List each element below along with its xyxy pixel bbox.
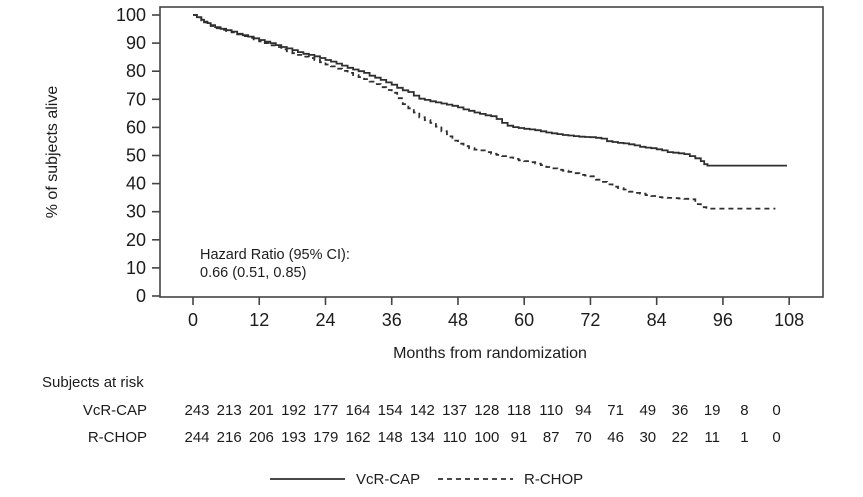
risk-value: 162 xyxy=(345,429,370,446)
x-tick-label: 108 xyxy=(774,310,804,330)
risk-value: 94 xyxy=(575,402,592,419)
risk-value: 36 xyxy=(672,402,689,419)
risk-row-label-rchop: R-CHOP xyxy=(88,429,147,446)
risk-value: 154 xyxy=(378,402,403,419)
series-line-rchop xyxy=(193,14,776,210)
risk-value: 213 xyxy=(217,402,242,419)
x-tick-label: 48 xyxy=(448,310,468,330)
y-tick-label: 40 xyxy=(126,174,146,194)
risk-value: 19 xyxy=(704,402,721,419)
risk-value: 179 xyxy=(313,429,338,446)
risk-value: 128 xyxy=(474,402,499,419)
x-tick-label: 24 xyxy=(315,310,335,330)
risk-value: 71 xyxy=(607,402,624,419)
y-tick-label: 60 xyxy=(126,117,146,137)
risk-value: 164 xyxy=(345,402,370,419)
x-tick-label: 0 xyxy=(188,310,198,330)
y-axis-title: % of subjects alive xyxy=(44,86,61,219)
risk-value: 30 xyxy=(639,429,656,446)
x-tick-label: 84 xyxy=(647,310,667,330)
plot-frame xyxy=(159,6,824,298)
risk-value: 148 xyxy=(378,429,403,446)
y-tick-label: 70 xyxy=(126,89,146,109)
risk-table: Subjects at risk VcR-CAP R-CHOP 243 213 20… xyxy=(42,374,781,446)
risk-value: 11 xyxy=(704,429,720,446)
risk-value: 100 xyxy=(474,429,499,446)
legend-label-vcrcap: VcR-CAP xyxy=(356,471,420,488)
legend-label-rchop: R-CHOP xyxy=(524,471,583,488)
y-tick-label: 0 xyxy=(136,286,146,306)
risk-value: 110 xyxy=(539,402,563,419)
hazard-ratio-label: Hazard Ratio (95% CI): xyxy=(200,247,350,263)
risk-value: 87 xyxy=(543,429,560,446)
risk-row-label-vcrcap: VcR-CAP xyxy=(83,402,147,419)
risk-value: 118 xyxy=(507,402,531,419)
x-tick-label: 36 xyxy=(382,310,402,330)
risk-value: 216 xyxy=(217,429,242,446)
risk-value: 134 xyxy=(410,429,435,446)
risk-value: 244 xyxy=(184,429,209,446)
series-line-vcrcap xyxy=(193,14,787,167)
x-tick-label: 12 xyxy=(249,310,269,330)
risk-value: 0 xyxy=(772,402,780,419)
x-tick-label: 60 xyxy=(514,310,534,330)
risk-table-title: Subjects at risk xyxy=(42,374,144,391)
risk-value: 137 xyxy=(442,402,467,419)
risk-value: 243 xyxy=(184,402,209,419)
y-tick-label: 50 xyxy=(126,146,146,166)
risk-value: 192 xyxy=(281,402,306,419)
risk-value: 1 xyxy=(740,429,748,446)
hazard-ratio-value: 0.66 (0.51, 0.85) xyxy=(200,265,306,281)
risk-value: 110 xyxy=(443,429,467,446)
risk-value: 46 xyxy=(607,429,624,446)
risk-value: 177 xyxy=(313,402,338,419)
risk-value: 22 xyxy=(672,429,689,446)
risk-value: 8 xyxy=(740,402,748,419)
y-axis: 0 10 20 30 40 50 60 70 80 90 100 xyxy=(116,5,160,306)
y-tick-label: 20 xyxy=(126,230,146,250)
y-tick-label: 100 xyxy=(116,5,146,25)
x-axis: 0 12 24 36 48 60 72 84 96 108 xyxy=(188,297,804,330)
x-axis-title: Months from randomization xyxy=(393,345,587,362)
x-tick-label: 72 xyxy=(580,310,600,330)
x-tick-label: 96 xyxy=(713,310,733,330)
risk-value: 142 xyxy=(410,402,435,419)
risk-value: 49 xyxy=(639,402,656,419)
risk-value: 70 xyxy=(575,429,592,446)
legend: VcR-CAP R-CHOP xyxy=(270,471,583,488)
y-tick-label: 90 xyxy=(126,33,146,53)
risk-value: 0 xyxy=(772,429,780,446)
risk-values: 243 213 201 192 177 164 154 142 137 128 118 110 94 71… xyxy=(184,402,780,446)
risk-value: 193 xyxy=(281,429,306,446)
hazard-ratio-annotation: Hazard Ratio (95% CI): 0.66 (0.51, 0.85) xyxy=(200,247,350,281)
risk-value: 206 xyxy=(249,429,274,446)
y-tick-label: 30 xyxy=(126,202,146,222)
risk-value: 91 xyxy=(511,429,528,446)
y-tick-label: 10 xyxy=(126,258,146,278)
y-tick-label: 80 xyxy=(126,61,146,81)
risk-value: 201 xyxy=(249,402,274,419)
